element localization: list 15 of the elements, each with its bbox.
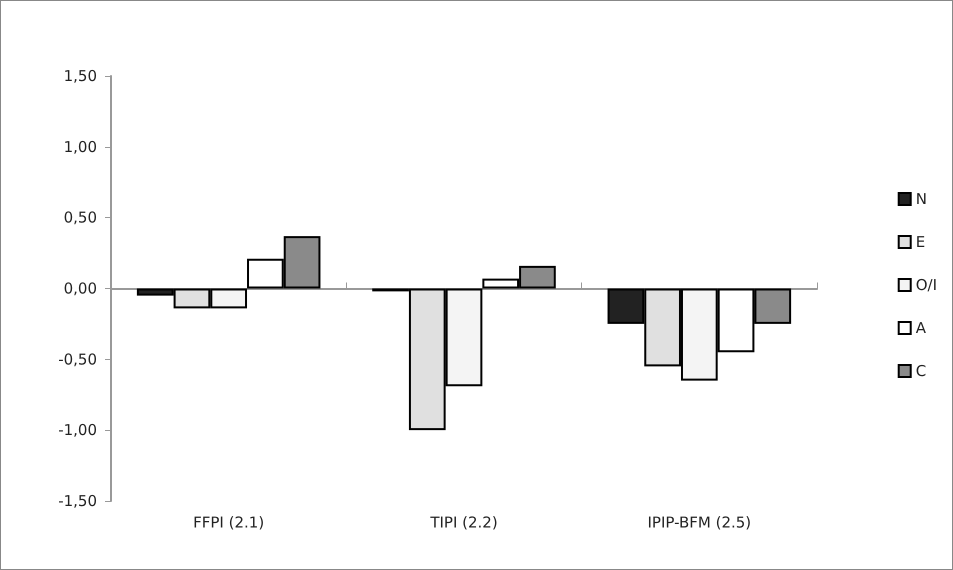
y-tick-label: 0,00 [64, 280, 97, 298]
x-tick-label: IPIP-BFM (2.5) [647, 514, 752, 532]
y-tick-label: -1,50 [58, 492, 97, 510]
y-tick-label: 1,50 [64, 67, 97, 85]
legend-label: E [916, 233, 926, 251]
y-tick-label: 0,50 [64, 208, 97, 227]
x-tick-label: TIPI (2.2) [429, 514, 498, 532]
y-tick-label: -0,50 [58, 350, 97, 368]
legend-label: A [916, 319, 927, 337]
x-tick-label: FFPI (2.1) [193, 514, 264, 532]
y-tick-label: 1,00 [64, 138, 97, 156]
legend-label: N [916, 190, 927, 208]
y-tick-label: -1,00 [58, 421, 97, 440]
legend-label: O/I [916, 276, 938, 294]
legend-label: C [916, 362, 926, 380]
